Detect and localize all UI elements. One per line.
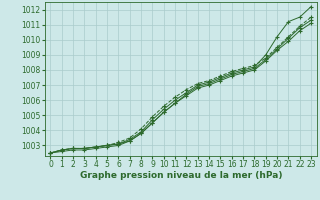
- X-axis label: Graphe pression niveau de la mer (hPa): Graphe pression niveau de la mer (hPa): [80, 171, 282, 180]
